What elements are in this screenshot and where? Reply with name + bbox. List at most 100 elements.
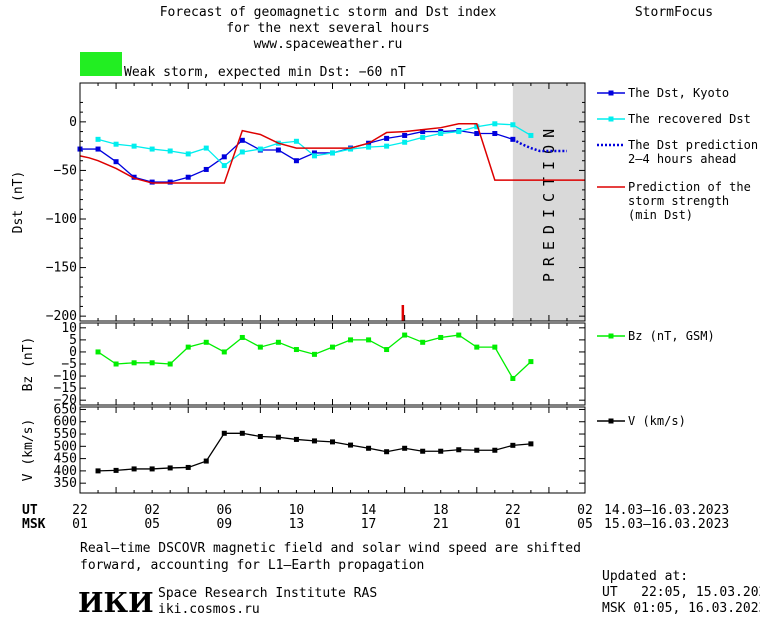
data-point: [510, 442, 516, 448]
iki-logo: ИКИ: [78, 588, 154, 619]
ut-axis-label: UT: [22, 503, 38, 518]
ut-tick-label: 14: [361, 503, 377, 518]
data-point: [221, 154, 227, 160]
data-point: [275, 434, 281, 440]
y-tick-label: −15: [54, 381, 77, 396]
data-point: [239, 334, 245, 340]
footer-note-line-1: Real–time DSCOVR magnetic field and sola…: [80, 541, 581, 556]
data-point: [149, 360, 155, 366]
data-point: [95, 146, 101, 152]
msk-tick-label: 01: [72, 517, 88, 532]
y-tick-label: −150: [46, 261, 77, 276]
velocity-y-axis-label: V (km/s): [21, 419, 36, 482]
data-point: [95, 136, 101, 142]
time-axis: UT MSK 22010205060910131417182122010205 …: [22, 503, 729, 532]
data-point: [438, 334, 444, 340]
msk-tick-label: 13: [289, 517, 305, 532]
y-tick-label: 600: [54, 415, 77, 430]
data-point: [131, 466, 137, 472]
msk-tick-label: 09: [216, 517, 232, 532]
data-point: [113, 159, 119, 165]
data-point: [203, 145, 209, 151]
y-tick-label: −50: [54, 163, 77, 178]
data-point: [185, 151, 191, 157]
data-point: [203, 339, 209, 345]
y-tick-label: 500: [54, 439, 77, 454]
data-point: [330, 344, 335, 350]
data-point: [221, 430, 227, 436]
data-point: [528, 132, 534, 138]
series-line-the-dst-kyoto: [80, 129, 514, 183]
msk-tick-label: 17: [361, 517, 377, 532]
institute-site: iki.cosmos.ru: [158, 602, 260, 617]
data-point: [167, 361, 173, 367]
data-point: [474, 131, 480, 137]
series-line-the-recovered-dst: [97, 123, 532, 167]
data-point: [95, 349, 101, 355]
msk-tick-label: 01: [505, 517, 521, 532]
data-point: [384, 143, 390, 149]
msk-tick-label: 05: [577, 517, 593, 532]
msk-tick-label: 05: [144, 517, 160, 532]
data-point: [348, 146, 354, 152]
bz-frame: [79, 322, 586, 406]
data-point: [203, 166, 209, 172]
data-point: [131, 360, 137, 366]
data-point: [239, 430, 245, 436]
y-tick-label: −200: [46, 309, 77, 324]
legend-marker: [608, 116, 614, 122]
data-point: [384, 347, 390, 353]
ut-tick-label: 22: [72, 503, 88, 518]
data-point: [203, 458, 209, 464]
data-point: [239, 149, 245, 155]
data-point: [384, 135, 390, 141]
data-point: [293, 347, 299, 353]
legend-marker: [608, 333, 614, 339]
brand-title: StormFocus: [635, 5, 713, 20]
data-point: [257, 433, 263, 439]
status-indicator: [80, 52, 122, 76]
data-point: [456, 332, 462, 338]
ut-tick-label: 02: [577, 503, 593, 518]
data-point: [185, 344, 191, 350]
data-point: [474, 124, 480, 130]
data-point: [149, 146, 155, 152]
data-point: [275, 339, 281, 345]
data-point: [167, 179, 173, 185]
dst-chart: PREDICTION 0 −50 −100 −150 −200 Dst (nT): [11, 82, 586, 324]
ut-tick-label: 10: [289, 503, 305, 518]
legend-label: The Dst prediction: [628, 138, 758, 152]
data-point: [149, 466, 155, 472]
legend-label: 2–4 hours ahead: [628, 152, 736, 166]
data-point: [474, 344, 480, 350]
data-point: [492, 121, 498, 127]
legend-marker: [608, 418, 614, 424]
data-point: [438, 448, 444, 454]
prediction-zone: [512, 83, 585, 321]
legend-label: The Dst, Kyoto: [628, 86, 729, 100]
data-point: [402, 332, 408, 338]
prediction-label: PREDICTION: [540, 122, 558, 282]
data-point: [402, 139, 408, 145]
data-point: [528, 359, 534, 365]
data-point: [113, 467, 119, 473]
ut-tick-label: 22: [505, 503, 521, 518]
data-point: [167, 465, 173, 471]
y-tick-label: 450: [54, 452, 77, 467]
data-point: [293, 158, 299, 164]
data-point: [366, 337, 372, 343]
data-point: [257, 146, 263, 152]
data-point: [348, 337, 354, 343]
legend-label: storm strength: [628, 194, 729, 208]
data-point: [221, 163, 227, 169]
data-point: [95, 468, 101, 474]
data-point: [456, 447, 462, 453]
msk-axis-label: MSK: [22, 517, 46, 532]
data-point: [420, 134, 426, 140]
series-line-prediction-of-the-storm-strength-min-dst: [79, 123, 585, 184]
data-point: [474, 447, 480, 453]
y-tick-label: −10: [54, 369, 77, 384]
data-point: [402, 445, 408, 451]
